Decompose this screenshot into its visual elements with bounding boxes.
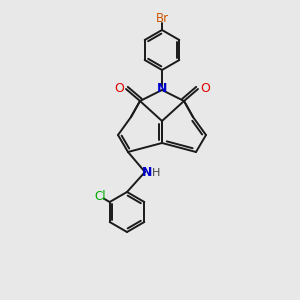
Text: O: O <box>114 82 124 94</box>
Text: N: N <box>157 82 167 95</box>
Text: N: N <box>142 167 152 179</box>
Text: H: H <box>152 168 160 178</box>
Text: O: O <box>200 82 210 94</box>
Text: Br: Br <box>155 13 169 26</box>
Text: Cl: Cl <box>94 190 106 203</box>
